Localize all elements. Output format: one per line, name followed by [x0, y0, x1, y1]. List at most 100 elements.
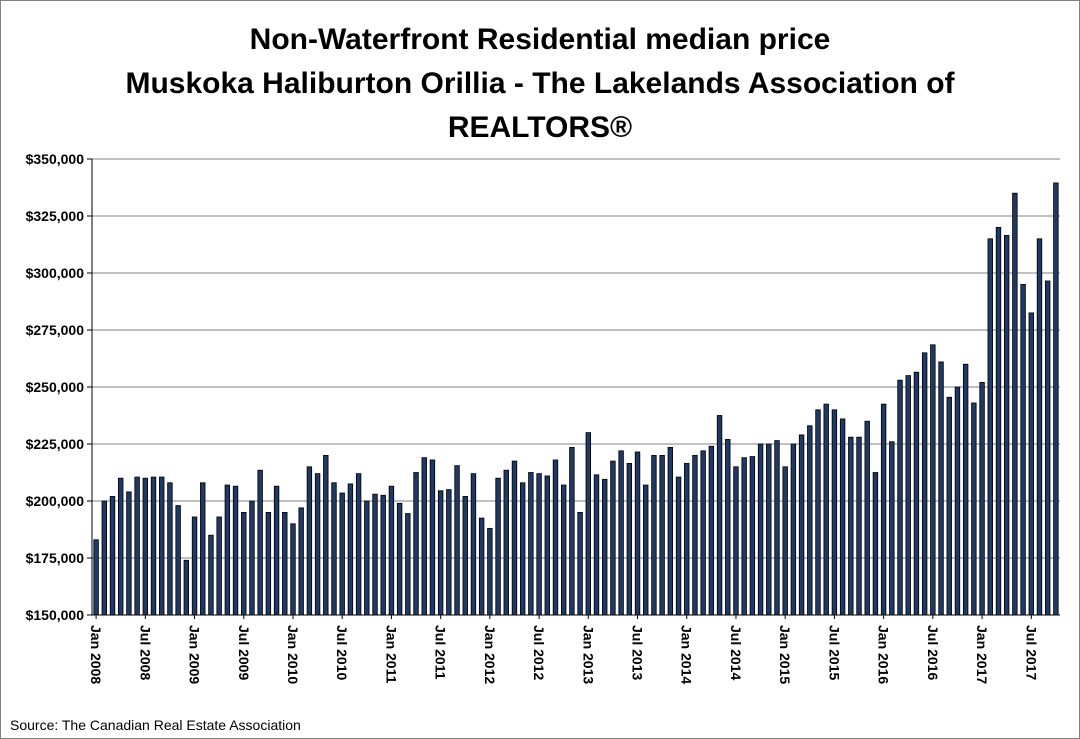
bar: [593, 474, 600, 616]
source-note: Source: The Canadian Real Estate Associa…: [10, 717, 301, 733]
bar: [454, 465, 460, 616]
bar: [946, 396, 952, 616]
bars: [93, 182, 1059, 616]
bar: [183, 559, 190, 616]
x-tick-label: Jul 2013: [630, 625, 646, 680]
bar: [142, 477, 149, 616]
bar: [519, 482, 526, 616]
bar: [372, 493, 378, 616]
bar: [971, 402, 977, 616]
bar: [930, 344, 936, 616]
bar: [1003, 234, 1010, 616]
x-tick-label: Jul 2017: [1023, 625, 1039, 680]
bar: [380, 494, 386, 616]
y-tick-label: $350,000: [26, 151, 85, 167]
bar: [749, 456, 756, 616]
x-tick-label: Jul 2012: [531, 625, 547, 680]
bar: [831, 409, 838, 616]
bar: [659, 454, 665, 616]
bar: [684, 462, 690, 616]
x-tick-label: Jul 2010: [334, 625, 350, 680]
bar: [839, 418, 846, 616]
bar: [388, 485, 395, 616]
bar: [93, 539, 99, 616]
bar: [421, 457, 427, 616]
bar: [667, 447, 674, 616]
bar: [109, 496, 116, 616]
bar: [872, 472, 879, 616]
bar: [700, 450, 706, 616]
y-tick-label: $150,000: [26, 607, 85, 623]
chart-title: Non-Waterfront Residential median price …: [0, 18, 1080, 150]
y-tick-label: $325,000: [26, 208, 85, 224]
chart-title-line-3: REALTORS®: [447, 111, 633, 144]
bar: [503, 469, 509, 616]
bar: [331, 482, 337, 616]
chart-title-line-2: Muskoka Haliburton Orillia - The Lakelan…: [125, 67, 955, 100]
bar: [314, 473, 321, 616]
x-tick-label: Jan 2014: [679, 625, 695, 684]
bar: [798, 434, 805, 616]
x-tick-label: Jul 2016: [925, 625, 941, 680]
bar: [979, 382, 985, 616]
bar: [634, 451, 641, 616]
bar: [118, 477, 124, 616]
bar: [159, 476, 165, 616]
bar: [880, 403, 887, 616]
x-tick-labels: Jan 2008 Jul 2008 Jan 2009 Jul 2009 Jan 2010…: [88, 625, 1039, 684]
bar: [602, 478, 608, 616]
bar: [437, 490, 444, 616]
bar: [224, 484, 231, 616]
bar: [569, 447, 575, 616]
bar: [1045, 280, 1051, 616]
bar: [265, 512, 272, 616]
bar: [815, 409, 821, 616]
bar: [257, 469, 263, 616]
bar: [651, 454, 657, 616]
bar: [429, 459, 436, 616]
bar: [995, 226, 1002, 616]
bar: [528, 472, 534, 616]
bar: [200, 482, 206, 616]
y-tick-label: $250,000: [26, 379, 85, 395]
bar: [921, 352, 928, 616]
bar: [987, 238, 993, 616]
bar: [216, 516, 222, 616]
x-tick-label: Jan 2016: [876, 625, 892, 684]
bar: [134, 476, 140, 616]
bar: [848, 436, 854, 616]
bar: [536, 473, 542, 616]
bar: [1053, 182, 1059, 616]
bar: [757, 443, 764, 616]
bar: [864, 420, 870, 616]
bar: [962, 363, 969, 616]
bar: [355, 473, 362, 616]
bar: [1036, 238, 1043, 616]
bar: [339, 492, 345, 616]
bar: [126, 491, 132, 616]
bar: [954, 386, 961, 616]
bar: [462, 496, 468, 616]
bar: [175, 505, 181, 616]
bar: [364, 500, 370, 616]
bar: [413, 472, 419, 616]
bar: [1020, 283, 1026, 616]
bar: [585, 432, 592, 616]
bar: [610, 460, 616, 616]
bar: [643, 484, 649, 616]
bar: [708, 445, 715, 616]
bar: [856, 436, 862, 616]
y-tick-label: $300,000: [26, 265, 85, 281]
bar: [774, 440, 780, 616]
bar: [725, 439, 731, 616]
bar: [897, 379, 903, 616]
bar: [470, 473, 477, 616]
x-tick-label: Jul 2009: [236, 625, 252, 680]
bar: [167, 482, 173, 616]
bar: [487, 527, 493, 616]
bar: [249, 500, 255, 616]
x-tick-label: Jul 2011: [433, 625, 449, 680]
x-tick-label: Jul 2015: [826, 625, 842, 680]
